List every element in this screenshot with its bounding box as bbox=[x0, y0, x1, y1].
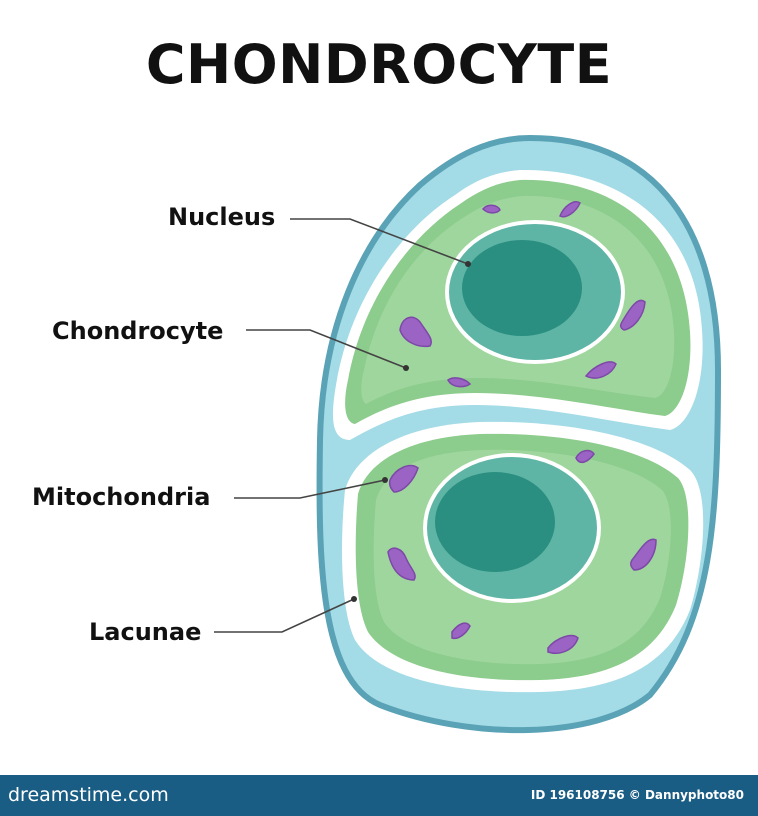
upper-nucleolus bbox=[462, 240, 582, 336]
mitochondrion bbox=[451, 622, 471, 640]
mitochondrion bbox=[399, 316, 432, 348]
nucleus-pointer-dot bbox=[465, 261, 471, 267]
page-title: CHONDROCYTE bbox=[145, 33, 613, 96]
nucleus-leader-line bbox=[290, 218, 469, 265]
mitochondrion bbox=[447, 377, 472, 388]
mitochondrion bbox=[547, 634, 579, 654]
mitochondrion bbox=[619, 299, 646, 331]
mitochondrion bbox=[575, 449, 595, 464]
mitochondrion bbox=[481, 204, 501, 214]
mitochondrion bbox=[584, 361, 617, 379]
label-mitochondria: Mitochondria bbox=[32, 483, 211, 511]
chondrocyte-pointer-dot bbox=[403, 365, 409, 371]
mitochondria-leader-line bbox=[234, 479, 386, 499]
mitochondrion bbox=[629, 538, 657, 571]
lacunae-pointer-dot bbox=[351, 596, 357, 602]
mitochondrion bbox=[387, 547, 416, 581]
mitochondrion bbox=[559, 201, 581, 218]
label-chondrocyte: Chondrocyte bbox=[52, 317, 224, 345]
mitochondria-pointer-dot bbox=[382, 477, 388, 483]
label-nucleus: Nucleus bbox=[168, 203, 276, 231]
lower-nucleolus bbox=[435, 472, 555, 572]
footer-image-id: ID 196108756 © Dannyphoto80 bbox=[530, 788, 744, 802]
label-lacunae: Lacunae bbox=[89, 618, 202, 646]
footer-bar: dreamstime.com ID 196108756 © Dannyphoto… bbox=[0, 775, 758, 816]
chondrocyte-leader-line bbox=[246, 329, 407, 369]
lacunae-leader-line bbox=[214, 598, 355, 633]
chondrocyte-illustration bbox=[214, 134, 722, 734]
footer-logo[interactable]: dreamstime.com bbox=[8, 784, 169, 806]
mitochondrion bbox=[388, 464, 419, 493]
